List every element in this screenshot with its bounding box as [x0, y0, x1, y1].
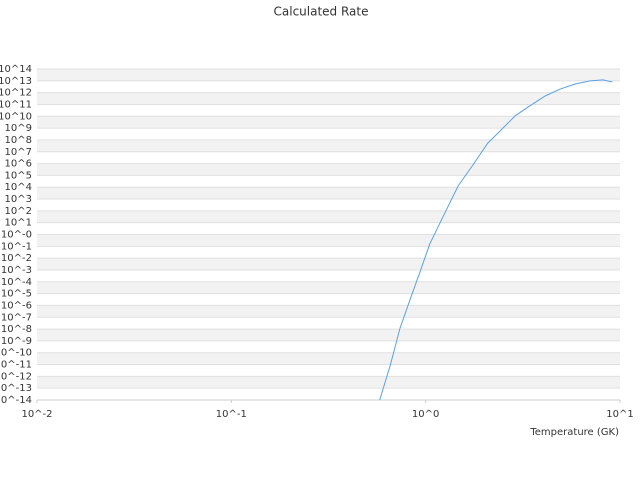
y-tick-label: 10^4 — [5, 182, 32, 193]
grid-band — [37, 139, 620, 152]
y-tick-label: 10^6 — [5, 159, 32, 170]
grid-band — [37, 352, 620, 365]
grid-band — [37, 210, 620, 223]
x-tick-label: 10^-2 — [21, 409, 52, 420]
grid-band — [37, 258, 620, 270]
grid-band — [37, 329, 620, 341]
chart-title: Calculated Rate — [274, 5, 369, 19]
y-tick-label: 10^-14 — [0, 395, 32, 406]
grid-band — [37, 69, 620, 81]
grid-band — [37, 305, 620, 318]
grid-band — [37, 281, 620, 294]
x-axis-label: Temperature (GK) — [529, 427, 619, 438]
y-tick-label: 10^13 — [0, 76, 32, 87]
x-tick-label: 10^1 — [606, 409, 633, 420]
y-tick-label: 10^-7 — [1, 312, 32, 323]
y-tick-label: 10^-1 — [1, 241, 32, 252]
y-tick-label: 10^-10 — [0, 348, 32, 359]
x-tick-label: 10^-1 — [216, 409, 247, 420]
y-tick-label: 10^5 — [5, 170, 32, 181]
y-tick-label: 10^-6 — [1, 300, 32, 311]
grid-band — [37, 116, 620, 129]
y-tick-label: 10^8 — [5, 135, 32, 146]
y-tick-label: 10^7 — [5, 147, 32, 158]
y-tick-label: 10^-5 — [1, 289, 32, 300]
grid-band — [37, 234, 620, 247]
data-line — [379, 79, 613, 401]
y-tick-label: 10^-12 — [0, 371, 32, 382]
grid-band — [37, 92, 620, 105]
y-tick-label: 10^2 — [5, 206, 32, 217]
y-tick-label: 10^-0 — [1, 230, 32, 241]
y-tick-label: 10^14 — [0, 64, 32, 75]
y-tick-label: 10^-2 — [1, 253, 32, 264]
y-tick-label: 10^-11 — [0, 360, 32, 371]
y-tick-label: 10^1 — [5, 218, 32, 229]
y-tick-label: 10^-9 — [1, 336, 32, 347]
y-tick-label: 10^9 — [5, 123, 32, 134]
grid-band — [37, 163, 620, 176]
grid-band — [37, 187, 620, 200]
y-tick-label: 10^12 — [0, 88, 32, 99]
y-tick-label: 10^3 — [5, 194, 32, 205]
y-tick-label: 10^-13 — [0, 383, 32, 394]
y-tick-label: 10^11 — [0, 99, 32, 110]
y-tick-label: 10^-8 — [1, 324, 32, 335]
grid-band — [37, 376, 620, 389]
y-tick-label: 10^10 — [0, 111, 32, 122]
x-tick-label: 10^0 — [412, 409, 439, 420]
y-tick-label: 10^-4 — [1, 277, 32, 288]
y-tick-label: 10^-3 — [1, 265, 32, 276]
